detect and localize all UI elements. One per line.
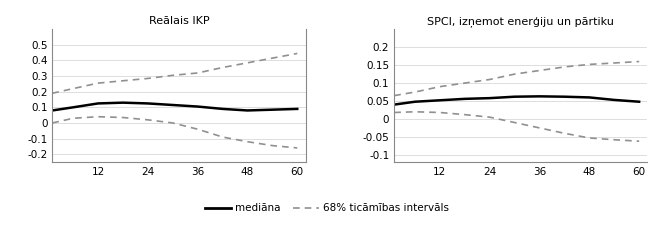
Legend: mediāna, 68% ticāmības intervāls: mediāna, 68% ticāmības intervāls [201,199,453,218]
Title: Reālais IKP: Reālais IKP [148,16,209,26]
Title: SPCI, izņemot enerģiju un pārtiku: SPCI, izņemot enerģiju un pārtiku [428,16,614,27]
